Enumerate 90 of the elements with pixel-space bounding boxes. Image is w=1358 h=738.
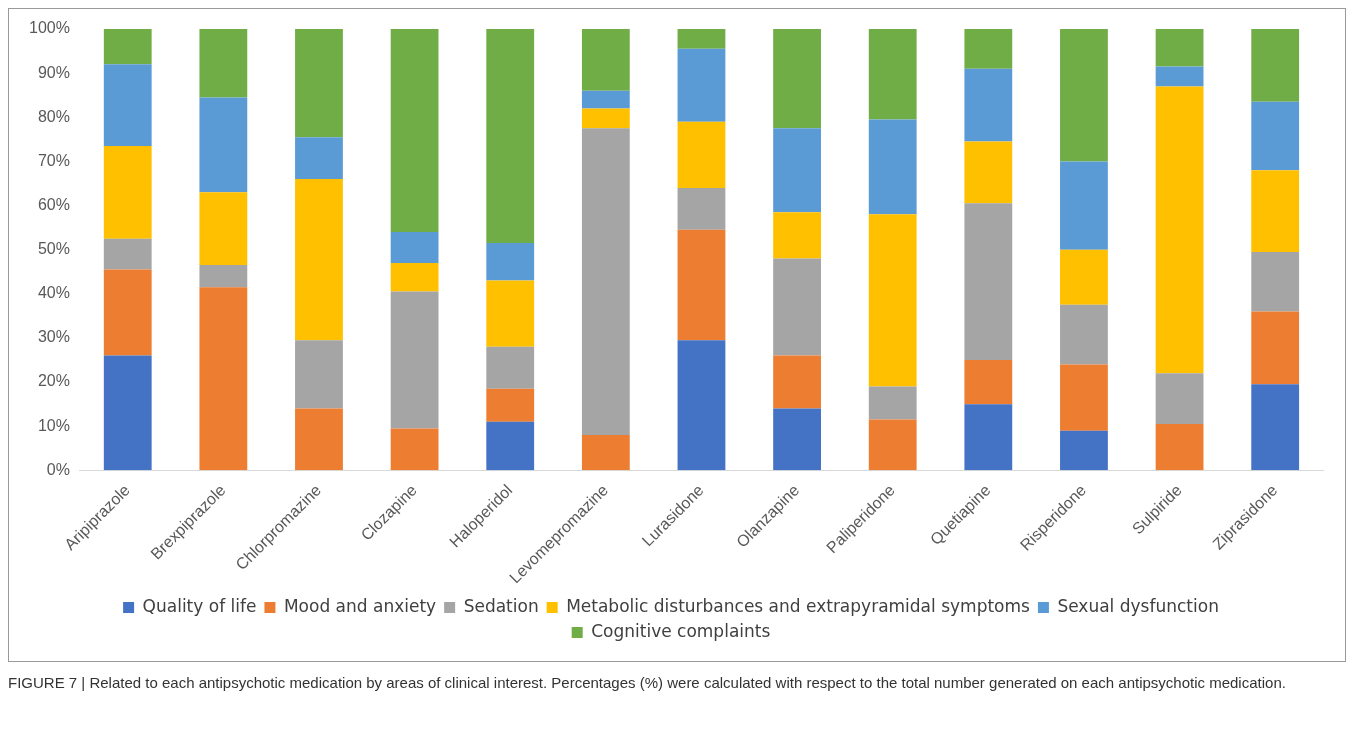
- bar: [581, 128, 630, 436]
- bar: [868, 386, 917, 420]
- bar: [1060, 161, 1108, 250]
- bar: [390, 262, 439, 292]
- bar: [1060, 304, 1108, 365]
- y-tick-label: 10%: [37, 416, 70, 434]
- bar: [103, 355, 152, 471]
- bar: [868, 214, 917, 387]
- y-tick-label: 80%: [37, 107, 70, 125]
- bar: [486, 29, 535, 244]
- bar: [390, 232, 439, 263]
- bar: [1155, 66, 1204, 87]
- bar: [199, 287, 248, 471]
- bar: [1155, 86, 1204, 374]
- bar: [677, 121, 726, 188]
- bar: [964, 360, 1013, 405]
- bar: [964, 404, 1013, 471]
- bar: [677, 48, 726, 122]
- bar: [773, 355, 821, 409]
- bar: [103, 238, 152, 270]
- bar: [1155, 373, 1204, 425]
- bar: [295, 408, 343, 471]
- bar: [964, 68, 1013, 142]
- caption: FIGURE 7 | Related to each antipsychotic medication by areas of clinical interest. Percentages (%) were calculated with respect to the total number generated on each antipsychotic medication.: [8, 673, 1287, 693]
- y-tick-label: 40%: [37, 284, 70, 302]
- legend-label: Quality of life: [142, 595, 257, 616]
- bar: [1251, 170, 1300, 252]
- bar: [773, 29, 821, 129]
- y-tick-label: 30%: [37, 328, 70, 346]
- y-tick-label: 60%: [37, 195, 70, 213]
- y-tick-label: 0%: [46, 460, 70, 478]
- bar: [773, 408, 821, 471]
- bar: [199, 265, 248, 288]
- bar: [581, 435, 630, 471]
- bar: [773, 128, 821, 213]
- bar: [1251, 311, 1300, 385]
- y-tick-label: 90%: [37, 63, 70, 81]
- bar: [581, 29, 630, 91]
- bar: [581, 108, 630, 129]
- bar: [390, 291, 439, 429]
- bar: [964, 29, 1013, 69]
- bar: [103, 145, 152, 239]
- bar: [199, 29, 248, 98]
- bar: [1155, 424, 1204, 471]
- bar: [1060, 29, 1108, 162]
- bar: [295, 137, 343, 180]
- bar: [295, 29, 343, 138]
- bar: [868, 119, 917, 215]
- bar: [1251, 29, 1300, 102]
- legend-label: Mood and anxiety: [283, 595, 437, 616]
- bar: [677, 187, 726, 230]
- bar: [581, 90, 630, 109]
- bar: [199, 192, 248, 266]
- legend-label: Metabolic disturbances and extrapyramidal symptoms: [566, 595, 1031, 616]
- bar: [390, 29, 439, 233]
- bar: [677, 229, 726, 341]
- bar: [103, 64, 152, 146]
- bar: [486, 346, 535, 389]
- y-tick-label: 100%: [29, 19, 70, 37]
- bar: [1060, 430, 1108, 471]
- legend-label: Cognitive complaints: [591, 620, 771, 641]
- bar: [677, 340, 726, 471]
- legend-label: Sexual dysfunction: [1057, 595, 1219, 616]
- bar: [486, 243, 535, 281]
- y-tick-label: 70%: [37, 151, 70, 169]
- bar: [868, 29, 917, 120]
- bar: [1060, 364, 1108, 431]
- bar: [964, 141, 1013, 204]
- bar: [868, 419, 917, 471]
- y-tick-label: 50%: [37, 240, 70, 258]
- bar: [295, 340, 343, 409]
- bar: [390, 428, 439, 471]
- bar: [773, 258, 821, 356]
- bar: [486, 421, 535, 471]
- legend-label: Sedation: [463, 595, 539, 616]
- bar: [295, 179, 343, 341]
- bar: [103, 269, 152, 356]
- bar: [964, 203, 1013, 361]
- bar: [486, 280, 535, 347]
- bar: [1155, 29, 1204, 67]
- bar: [677, 29, 726, 49]
- bar: [199, 97, 248, 193]
- bar: [1251, 384, 1300, 471]
- bar: [1060, 249, 1108, 305]
- bar: [103, 29, 152, 65]
- bar: [1251, 101, 1300, 171]
- bar: [1251, 251, 1300, 312]
- bar: [773, 212, 821, 259]
- y-tick-label: 20%: [37, 372, 70, 390]
- bar: [486, 388, 535, 422]
